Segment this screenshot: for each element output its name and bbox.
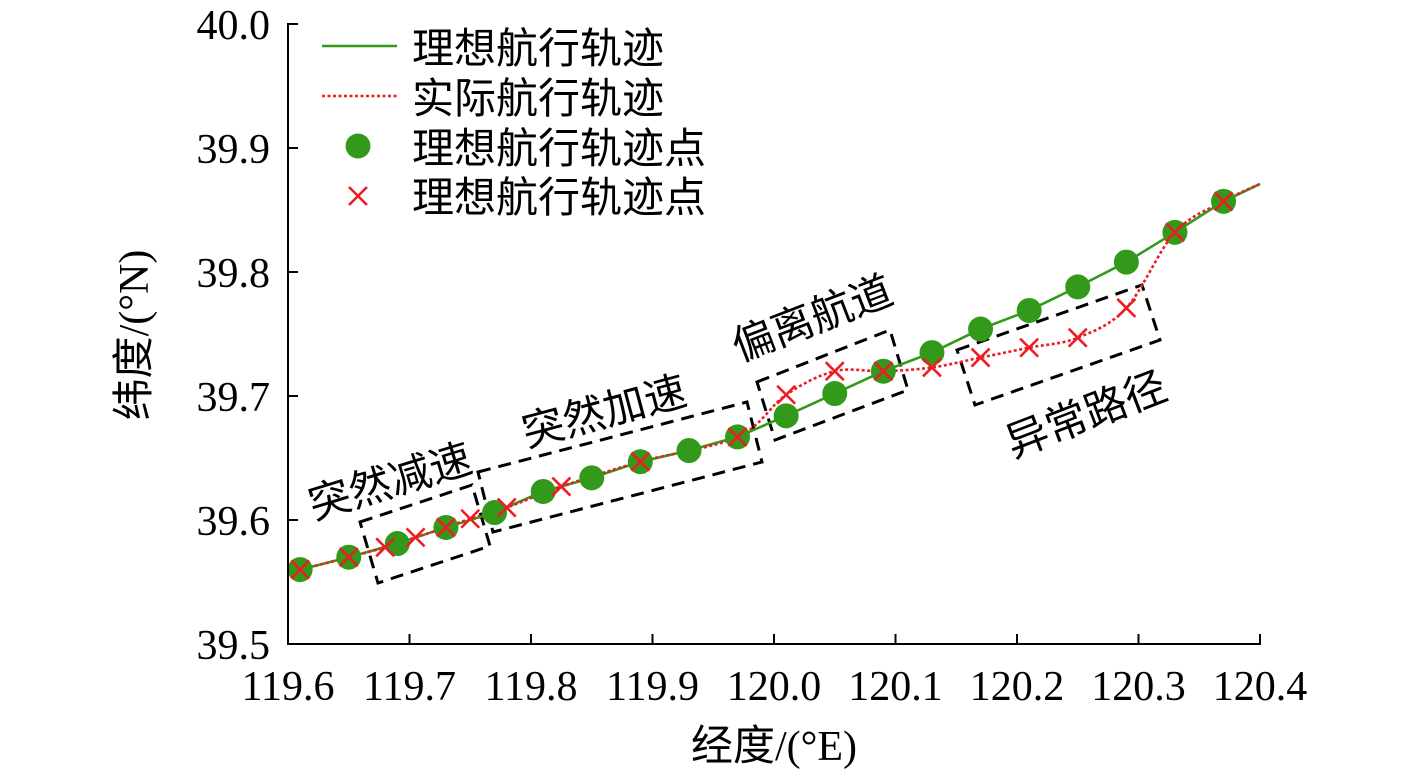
x-track-point-stroke: [824, 361, 845, 382]
x-track-point: [1165, 222, 1185, 243]
x-track-point-stroke: [1067, 327, 1088, 348]
x-tick-label: 119.8: [485, 664, 578, 710]
y-tick-label: 39.6: [197, 499, 271, 545]
x-axis-title: 经度/(°E): [691, 724, 857, 770]
x-track-point: [290, 559, 311, 580]
x-track-point: [436, 517, 456, 538]
legend: 理想航行轨迹 实际航行轨迹 理想航行轨迹点 理想航行轨迹点: [322, 26, 706, 222]
axes: 119.6 119.7 119.8 119.9 120.0 120.1 120.2 120.3…: [197, 3, 1308, 710]
x-track-point: [496, 497, 517, 518]
x-track-point: [873, 361, 894, 382]
x-track-point-stroke: [460, 508, 481, 529]
ideal-track-point: [919, 340, 945, 366]
x-tick-label: 119.9: [606, 664, 699, 710]
legend-x-stroke-b: [348, 186, 368, 206]
ideal-track-point: [1016, 297, 1042, 323]
x-track-point: [338, 547, 359, 568]
x-track-point-stroke: [922, 357, 942, 378]
ideal-track-point: [579, 465, 605, 491]
x-track-point-stroke: [436, 517, 456, 538]
legend-label-x-points: 理想航行轨迹点: [412, 175, 706, 222]
x-axis-ticks: 119.6 119.7 119.8 119.9 120.0 120.1 120.2 120.3…: [242, 634, 1308, 710]
x-track-point: [824, 361, 845, 382]
x-track-point: [1019, 337, 1040, 358]
annotation-box-sudden-deceleration: [358, 483, 492, 585]
x-track-point: [405, 527, 426, 548]
x-track-point-stroke: [1019, 337, 1040, 358]
x-track-point-stroke: [405, 527, 426, 548]
y-axis-ticks: 39.5 39.6 39.7 39.8 39.9 40.0: [197, 3, 298, 669]
ideal-track-point: [1065, 274, 1091, 300]
annotation-box-abnormal-path: [955, 283, 1162, 407]
x-tick-label: 120.3: [1091, 664, 1186, 710]
x-track-point: [776, 384, 797, 405]
legend-item-actual-track: 实际航行轨迹: [322, 76, 664, 123]
y-tick-label: 39.5: [197, 623, 271, 669]
x-tick-label: 119.6: [242, 664, 335, 710]
x-track-point-stroke: [551, 476, 572, 497]
x-track-point-stroke: [776, 384, 797, 405]
series-markers: [287, 188, 1237, 583]
x-track-point: [727, 427, 748, 447]
ideal-track-point: [1113, 249, 1139, 275]
x-track-point-stroke: [630, 451, 651, 472]
x-track-point: [630, 451, 651, 472]
x-track-point-stroke: [1165, 222, 1185, 243]
x-track-point-stroke: [727, 427, 748, 447]
ideal-track-point: [530, 478, 556, 504]
x-track-point: [460, 508, 481, 529]
x-track-point: [970, 347, 991, 368]
annotation-box-route-deviation: [755, 328, 910, 442]
x-track-point: [1213, 191, 1234, 212]
annotation-label-sudden-acceleration: 突然加速: [517, 368, 691, 457]
annotation-label-route-deviation: 偏离航道: [726, 267, 900, 371]
legend-item-x-points: 理想航行轨迹点: [348, 175, 706, 222]
x-tick-label: 119.7: [363, 664, 456, 710]
legend-label-ideal-track: 理想航行轨迹: [412, 26, 664, 73]
x-tick-label: 120.0: [727, 664, 822, 710]
y-axis-title: 纬度/(°N): [112, 250, 158, 421]
x-track-point: [1067, 327, 1088, 348]
x-tick-label: 120.1: [848, 664, 943, 710]
legend-label-actual-track: 实际航行轨迹: [412, 76, 664, 123]
ideal-track-line: [287, 182, 1261, 573]
x-track-point-stroke: [496, 497, 517, 518]
x-track-point-stroke: [873, 361, 894, 382]
x-track-point-stroke: [970, 347, 991, 368]
ideal-track-point: [968, 316, 994, 342]
x-tick-label: 120.4: [1213, 664, 1308, 710]
legend-label-ideal-points: 理想航行轨迹点: [412, 126, 706, 173]
x-tick-label: 120.2: [970, 664, 1065, 710]
annotation-label-abnormal-path: 异常路径: [1000, 364, 1173, 467]
ideal-track-point: [482, 500, 508, 526]
annotation-labels: 突然减速 突然加速 偏离航道 异常路径: [303, 267, 1173, 529]
annotation-label-sudden-deceleration: 突然减速: [303, 435, 477, 529]
y-tick-label: 40.0: [197, 3, 271, 49]
x-track-point-stroke: [1116, 298, 1137, 318]
x-track-point: [551, 476, 572, 497]
legend-swatch-circle-marker: [345, 133, 371, 159]
legend-item-ideal-points: 理想航行轨迹点: [345, 126, 706, 173]
y-tick-label: 39.9: [197, 127, 271, 173]
x-track-point: [922, 357, 942, 378]
x-track-point-stroke: [1213, 191, 1234, 212]
ideal-track-point: [773, 403, 799, 429]
ideal-track-point: [676, 438, 702, 464]
x-track-point: [375, 537, 396, 558]
y-tick-label: 39.7: [197, 375, 271, 421]
legend-swatch-x-marker: [348, 186, 368, 206]
x-track-point-stroke: [338, 547, 359, 568]
x-track-point: [1116, 298, 1137, 318]
x-track-point-stroke: [290, 559, 311, 580]
legend-item-ideal-track: 理想航行轨迹: [322, 26, 664, 73]
ideal-track-point: [384, 531, 410, 557]
x-track-point-stroke: [375, 537, 396, 558]
ideal-track-point: [822, 381, 848, 407]
actual-track-line: [287, 182, 1261, 573]
series-lines: [287, 182, 1261, 573]
y-tick-label: 39.8: [197, 251, 271, 297]
